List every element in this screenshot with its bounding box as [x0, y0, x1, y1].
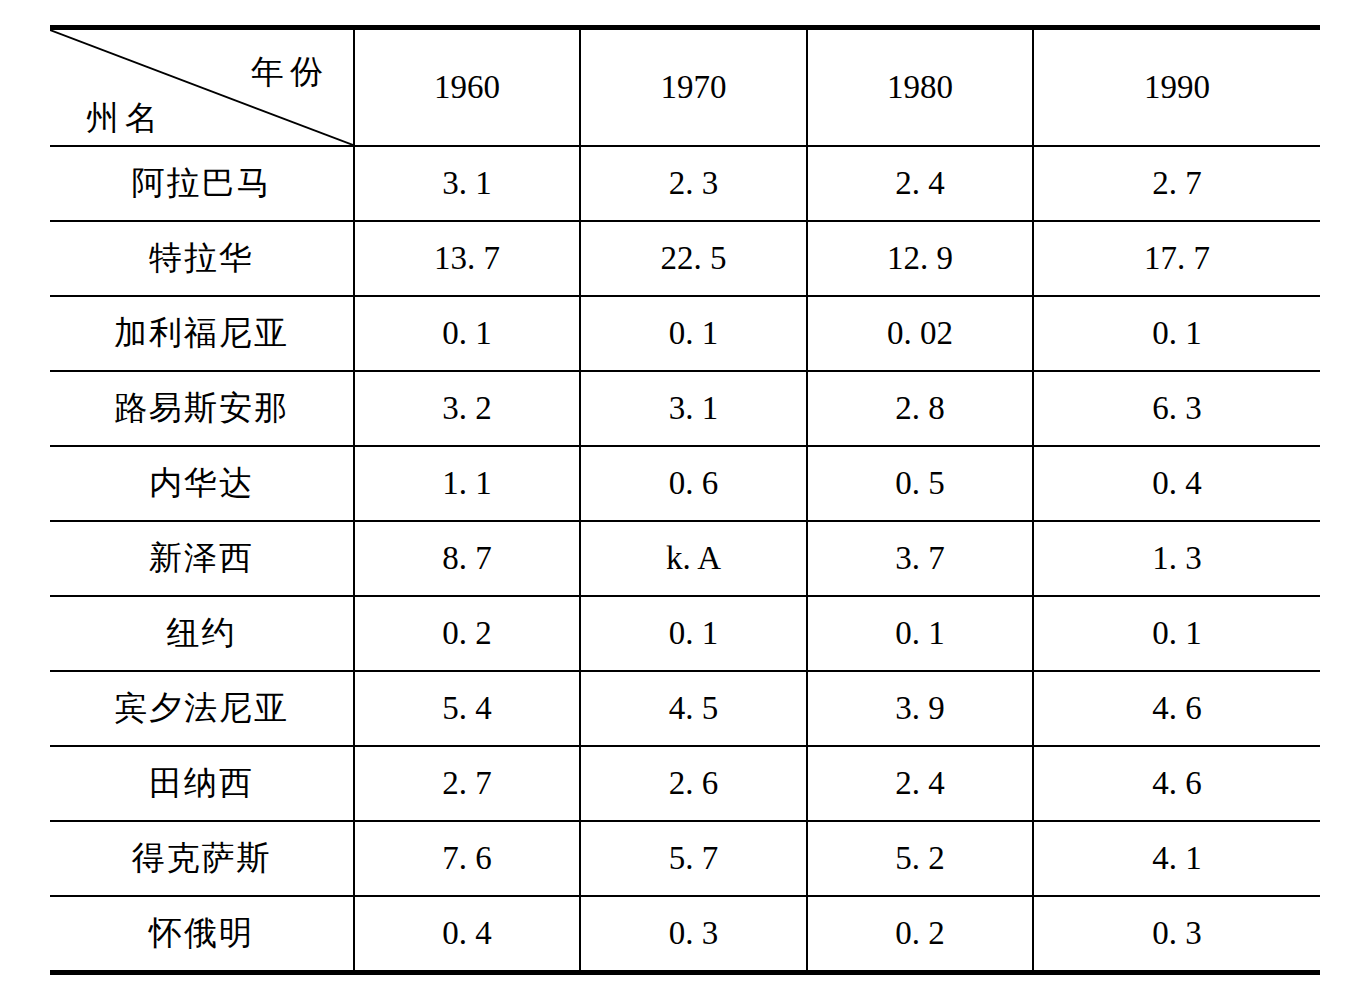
value-cell: 8. 7 — [354, 521, 580, 596]
year-header-1990: 1990 — [1033, 28, 1320, 147]
value-cell: 3. 2 — [354, 371, 580, 446]
state-name-cell: 内华达 — [50, 446, 354, 521]
value-cell: 6. 3 — [1033, 371, 1320, 446]
value-cell: 0. 1 — [580, 596, 807, 671]
table-row: 加利福尼亚 0. 1 0. 1 0. 02 0. 1 — [50, 296, 1320, 371]
header-row: 年份 州名 1960 1970 1980 1990 — [50, 28, 1320, 147]
state-name-cell: 得克萨斯 — [50, 821, 354, 896]
data-table-container: 年份 州名 1960 1970 1980 1990 阿拉巴马 3. 1 2. 3… — [50, 25, 1320, 975]
value-cell: 0. 4 — [1033, 446, 1320, 521]
value-cell: 0. 6 — [580, 446, 807, 521]
table-row: 怀俄明 0. 4 0. 3 0. 2 0. 3 — [50, 896, 1320, 973]
state-name-cell: 新泽西 — [50, 521, 354, 596]
value-cell: 4. 6 — [1033, 671, 1320, 746]
value-cell: 0. 1 — [1033, 596, 1320, 671]
state-name-cell: 纽约 — [50, 596, 354, 671]
state-name-cell: 田纳西 — [50, 746, 354, 821]
value-cell: 13. 7 — [354, 221, 580, 296]
value-cell: 2. 8 — [807, 371, 1033, 446]
table-row: 宾夕法尼亚 5. 4 4. 5 3. 9 4. 6 — [50, 671, 1320, 746]
value-cell: 0. 3 — [580, 896, 807, 973]
value-cell: k. A — [580, 521, 807, 596]
document-page: 年份 州名 1960 1970 1980 1990 阿拉巴马 3. 1 2. 3… — [0, 0, 1349, 983]
value-cell: 1. 1 — [354, 446, 580, 521]
value-cell: 12. 9 — [807, 221, 1033, 296]
value-cell: 2. 3 — [580, 146, 807, 221]
value-cell: 2. 7 — [1033, 146, 1320, 221]
value-cell: 0. 1 — [1033, 296, 1320, 371]
value-cell: 0. 1 — [580, 296, 807, 371]
table-row: 内华达 1. 1 0. 6 0. 5 0. 4 — [50, 446, 1320, 521]
year-header-1980: 1980 — [807, 28, 1033, 147]
table-row: 田纳西 2. 7 2. 6 2. 4 4. 6 — [50, 746, 1320, 821]
value-cell: 5. 2 — [807, 821, 1033, 896]
value-cell: 0. 1 — [354, 296, 580, 371]
table-row: 纽约 0. 2 0. 1 0. 1 0. 1 — [50, 596, 1320, 671]
corner-label-year: 年份 — [251, 50, 329, 95]
value-cell: 3. 1 — [354, 146, 580, 221]
table-row: 新泽西 8. 7 k. A 3. 7 1. 3 — [50, 521, 1320, 596]
value-cell: 5. 7 — [580, 821, 807, 896]
value-cell: 0. 2 — [807, 896, 1033, 973]
value-cell: 4. 6 — [1033, 746, 1320, 821]
value-cell: 22. 5 — [580, 221, 807, 296]
state-name-cell: 阿拉巴马 — [50, 146, 354, 221]
value-cell: 0. 4 — [354, 896, 580, 973]
corner-label-state: 州名 — [86, 96, 164, 141]
diagonal-header-inner: 年份 州名 — [50, 30, 353, 145]
value-cell: 1. 3 — [1033, 521, 1320, 596]
state-year-table: 年份 州名 1960 1970 1980 1990 阿拉巴马 3. 1 2. 3… — [50, 25, 1320, 975]
value-cell: 2. 4 — [807, 146, 1033, 221]
value-cell: 0. 2 — [354, 596, 580, 671]
value-cell: 5. 4 — [354, 671, 580, 746]
table-row: 特拉华 13. 7 22. 5 12. 9 17. 7 — [50, 221, 1320, 296]
state-name-cell: 怀俄明 — [50, 896, 354, 973]
table-row: 路易斯安那 3. 2 3. 1 2. 8 6. 3 — [50, 371, 1320, 446]
value-cell: 0. 5 — [807, 446, 1033, 521]
value-cell: 0. 02 — [807, 296, 1033, 371]
year-header-1970: 1970 — [580, 28, 807, 147]
year-header-1960: 1960 — [354, 28, 580, 147]
value-cell: 0. 1 — [807, 596, 1033, 671]
state-name-cell: 宾夕法尼亚 — [50, 671, 354, 746]
table-row: 阿拉巴马 3. 1 2. 3 2. 4 2. 7 — [50, 146, 1320, 221]
state-name-cell: 加利福尼亚 — [50, 296, 354, 371]
value-cell: 2. 7 — [354, 746, 580, 821]
value-cell: 4. 5 — [580, 671, 807, 746]
value-cell: 3. 7 — [807, 521, 1033, 596]
state-name-cell: 特拉华 — [50, 221, 354, 296]
value-cell: 0. 3 — [1033, 896, 1320, 973]
value-cell: 2. 6 — [580, 746, 807, 821]
value-cell: 17. 7 — [1033, 221, 1320, 296]
table-row: 得克萨斯 7. 6 5. 7 5. 2 4. 1 — [50, 821, 1320, 896]
value-cell: 3. 9 — [807, 671, 1033, 746]
value-cell: 2. 4 — [807, 746, 1033, 821]
diagonal-header-cell: 年份 州名 — [50, 28, 354, 147]
value-cell: 3. 1 — [580, 371, 807, 446]
value-cell: 7. 6 — [354, 821, 580, 896]
value-cell: 4. 1 — [1033, 821, 1320, 896]
state-name-cell: 路易斯安那 — [50, 371, 354, 446]
